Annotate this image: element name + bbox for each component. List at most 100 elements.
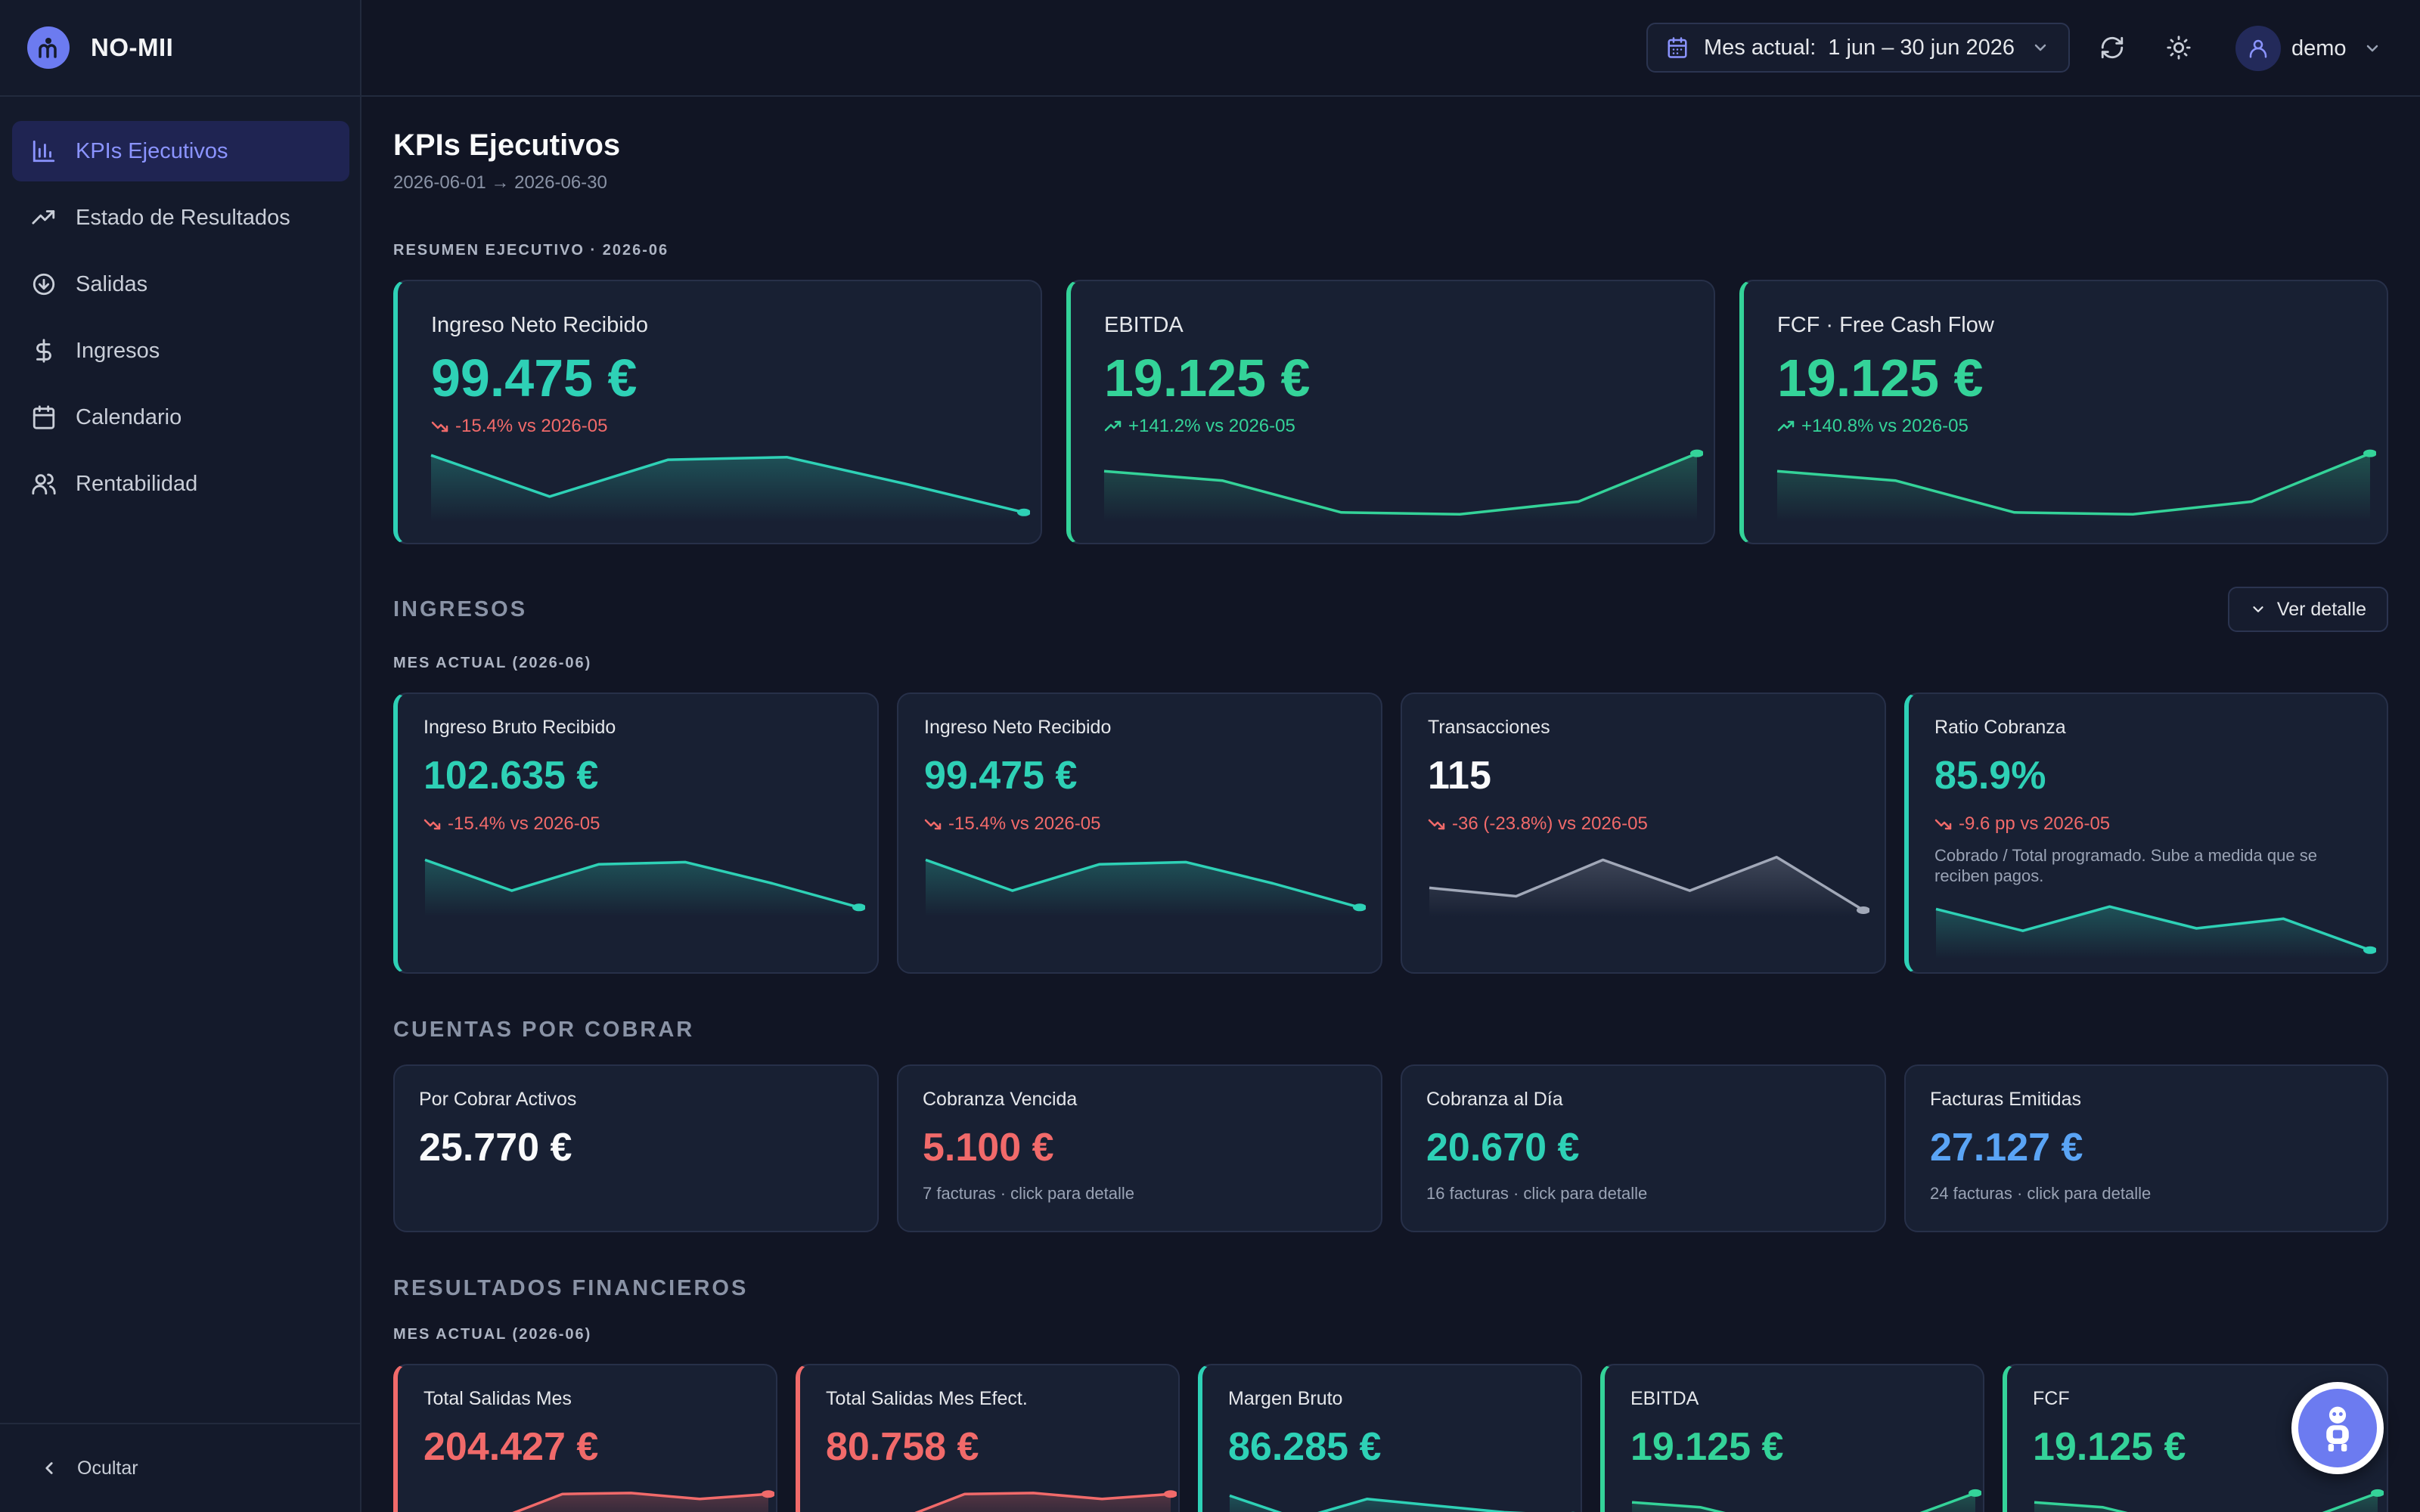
kpi-card-delta-text: -36 (-23.8%) vs 2026-05	[1452, 813, 1648, 834]
kpi-card-facturas-emitidas[interactable]: Facturas Emitidas 27.127 € 24 facturas ·…	[1904, 1064, 2388, 1232]
robot-assistant-icon	[2298, 1389, 2377, 1467]
kpi-card-title: Total Salidas Mes Efect.	[826, 1388, 1028, 1409]
sparkline-area	[926, 860, 1360, 916]
kpi-card-value: 99.475 €	[924, 754, 1078, 798]
kpi-card-delta-text: -15.4% vs 2026-05	[948, 813, 1101, 834]
sparkline-area	[431, 455, 1024, 522]
kpi-card-value: 19.125 €	[1777, 349, 1984, 407]
resultados-section-title: RESULTADOS FINANCIEROS	[393, 1276, 749, 1300]
sparkline-line	[1776, 452, 2371, 516]
kpi-card-delta: -15.4% vs 2026-05	[431, 416, 607, 437]
date-range-picker[interactable]: Mes actual: 1 jun – 30 jun 2026	[1646, 23, 2070, 73]
trend-down-icon	[1428, 819, 1445, 830]
sidebar: NO-MII KPIs Ejecutivos Estado de Resulta…	[0, 0, 361, 1512]
sparkline-line	[512, 1492, 769, 1512]
kpi-card-ebitda-mes[interactable]: EBITDA 19.125 €	[1600, 1364, 1984, 1512]
sidebar-item-salidas[interactable]: Salidas	[12, 254, 349, 314]
kpi-card-value: 115	[1428, 754, 1491, 798]
sparkline-area	[2034, 1492, 2378, 1512]
brand[interactable]: NO-MII	[0, 0, 360, 97]
kpi-card-title: FCF	[2033, 1388, 2070, 1409]
kpi-card-delta-text: +141.2% vs 2026-05	[1128, 416, 1295, 436]
theme-toggle-button[interactable]	[2161, 30, 2196, 65]
trend-down-icon	[924, 819, 942, 830]
kpi-card-delta: +141.2% vs 2026-05	[1104, 416, 1295, 437]
chevron-down-icon	[2034, 44, 2046, 51]
kpi-card-cobranza-al-dia[interactable]: Cobranza al Día 20.670 € 16 facturas · c…	[1401, 1064, 1886, 1232]
kpi-card-value: 27.127 €	[1930, 1126, 2083, 1170]
kpi-card-title: Ingreso Neto Recibido	[924, 717, 1112, 738]
sidebar-item-label: Rentabilidad	[76, 471, 198, 496]
kpi-card-title: Transacciones	[1428, 717, 1550, 738]
kpi-card-note: Cobrado / Total programado. Sube a medid…	[1934, 846, 2317, 885]
sparkline-line	[2034, 1492, 2378, 1512]
bar-chart-icon	[30, 138, 57, 165]
sparkline-line	[1631, 1492, 1976, 1512]
kpi-card-title: Facturas Emitidas	[1930, 1089, 2082, 1110]
app-name: NO-MII	[91, 33, 174, 61]
kpi-card-value: 85.9%	[1934, 754, 2046, 798]
user-icon	[2249, 39, 2267, 58]
kpi-card-title: EBITDA	[1630, 1388, 1699, 1409]
kpi-card-ingreso-neto[interactable]: Ingreso Neto Recibido 99.475 € -15.4% vs…	[393, 280, 1042, 544]
kpi-card-title: Ratio Cobranza	[1934, 717, 2066, 738]
kpi-card-total-salidas-mes-efect[interactable]: Total Salidas Mes Efect. 80.758 €	[796, 1364, 1180, 1512]
kpi-card-value: 5.100 €	[923, 1126, 1054, 1170]
kpi-card-transacciones[interactable]: Transacciones 115 -36 (-23.8%) vs 2026-0…	[1401, 692, 1886, 974]
sidebar-item-label: Ingresos	[76, 338, 160, 363]
sidebar-item-rentabilidad[interactable]: Rentabilidad	[12, 454, 349, 514]
assistant-button[interactable]	[2291, 1382, 2384, 1474]
trending-up-icon	[30, 204, 57, 231]
dollar-icon	[30, 337, 57, 364]
kpi-card-fcf[interactable]: FCF · Free Cash Flow 19.125 € +140.8% vs…	[1739, 280, 2388, 544]
kpi-card-ebitda[interactable]: EBITDA 19.125 € +141.2% vs 2026-05	[1066, 280, 1715, 544]
kpi-card-value: 19.125 €	[2033, 1425, 2186, 1469]
kpi-card-total-salidas-mes[interactable]: Total Salidas Mes 204.427 €	[393, 1364, 777, 1512]
ingresos-period-label: MES ACTUAL (2026-06)	[393, 655, 592, 671]
sidebar-item-label: Estado de Resultados	[76, 205, 290, 230]
sparkline-area	[425, 860, 859, 916]
calendar-icon	[1668, 37, 1687, 58]
kpi-card-margen-bruto[interactable]: Margen Bruto 86.285 €	[1198, 1364, 1582, 1512]
chevron-down-icon	[2366, 45, 2378, 52]
sparkline	[925, 858, 1366, 916]
sidebar-item-estado-de-resultados[interactable]: Estado de Resultados	[12, 187, 349, 248]
chevron-left-icon	[45, 1462, 53, 1474]
cuentas-section-title: CUENTAS POR COBRAR	[393, 1018, 695, 1042]
sidebar-item-label: Calendario	[76, 404, 182, 429]
kpi-card-delta: -36 (-23.8%) vs 2026-05	[1428, 813, 1648, 835]
sparkline	[1103, 449, 1703, 522]
user-menu[interactable]: demo	[2235, 24, 2381, 73]
kpi-card-value: 19.125 €	[1630, 1425, 1784, 1469]
kpi-card-ingreso-bruto[interactable]: Ingreso Bruto Recibido 102.635 € -15.4% …	[393, 692, 879, 974]
kpi-card-value: 20.670 €	[1426, 1126, 1580, 1170]
kpi-card-title: Ingreso Neto Recibido	[431, 313, 648, 337]
sidebar-item-label: Salidas	[76, 271, 148, 296]
kpi-card-cobranza-vencida[interactable]: Cobranza Vencida 5.100 € 7 facturas · cl…	[897, 1064, 1382, 1232]
sidebar-item-ingresos[interactable]: Ingresos	[12, 321, 349, 381]
sparkline-endpoint	[1857, 906, 1869, 914]
refresh-button[interactable]	[2095, 30, 2130, 65]
ver-detalle-button[interactable]: Ver detalle	[2228, 587, 2388, 632]
kpi-card-ratio-cobranza[interactable]: Ratio Cobranza 85.9% -9.6 pp vs 2026-05 …	[1904, 692, 2388, 974]
sparkline-area	[1230, 1495, 1502, 1512]
kpi-card-delta-text: -15.4% vs 2026-05	[448, 813, 600, 834]
kpi-card-value: 25.770 €	[419, 1126, 572, 1170]
sidebar-item-kpis-ejecutivos[interactable]: KPIs Ejecutivos	[12, 121, 349, 181]
kpi-card-ingreso-neto-mes[interactable]: Ingreso Neto Recibido 99.475 € -15.4% vs…	[897, 692, 1382, 974]
sparkline-line	[1229, 1494, 1526, 1512]
kpi-card-title: Ingreso Bruto Recibido	[424, 717, 616, 738]
kpi-card-note: 24 facturas · click para detalle	[1930, 1184, 2152, 1203]
sparkline-endpoint	[762, 1490, 774, 1498]
sparkline-area	[1104, 453, 1697, 522]
user-name: demo	[2291, 36, 2347, 60]
sparkline	[1631, 1489, 1981, 1512]
kpi-card-value: 80.758 €	[826, 1425, 979, 1469]
sidebar-item-calendario[interactable]: Calendario	[12, 387, 349, 448]
chevron-down-icon	[2253, 606, 2263, 612]
page-title: KPIs Ejecutivos	[393, 129, 621, 162]
kpi-card-por-cobrar-activos[interactable]: Por Cobrar Activos 25.770 €	[393, 1064, 879, 1232]
collapse-sidebar-button[interactable]: Ocultar	[0, 1423, 360, 1512]
trend-down-icon	[1934, 819, 1952, 830]
kpi-card-note: 16 facturas · click para detalle	[1426, 1184, 1648, 1203]
